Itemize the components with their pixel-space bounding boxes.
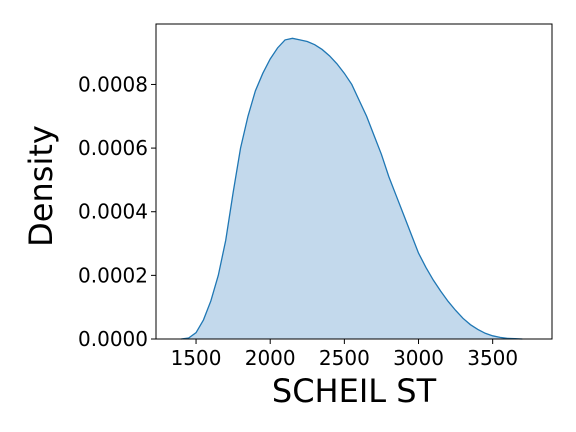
x-tick-label: 2500 xyxy=(319,346,370,370)
axes-frame xyxy=(155,23,553,340)
y-tick-label: 0.0008 xyxy=(78,72,148,96)
y-axis-label: Density xyxy=(22,125,60,247)
x-axis-label: SCHEIL ST xyxy=(272,372,437,410)
x-tick-label: 1500 xyxy=(171,346,222,370)
ticks: 1500 2000 2500 3000 3500 0.0000 0.0002 0.0004 0.… xyxy=(78,72,518,370)
x-tick-label: 3000 xyxy=(393,346,444,370)
density-line-0 xyxy=(181,37,523,340)
density-area-0 xyxy=(181,38,523,339)
x-tick-label: 3500 xyxy=(467,346,518,370)
y-tick-label: 0.0002 xyxy=(78,263,148,287)
y-tick-label: 0.0000 xyxy=(78,327,148,351)
y-tick-label: 0.0006 xyxy=(78,136,148,160)
x-tick-label: 2000 xyxy=(245,346,296,370)
plot-area xyxy=(155,23,553,340)
y-tick-label: 0.0004 xyxy=(78,200,148,224)
